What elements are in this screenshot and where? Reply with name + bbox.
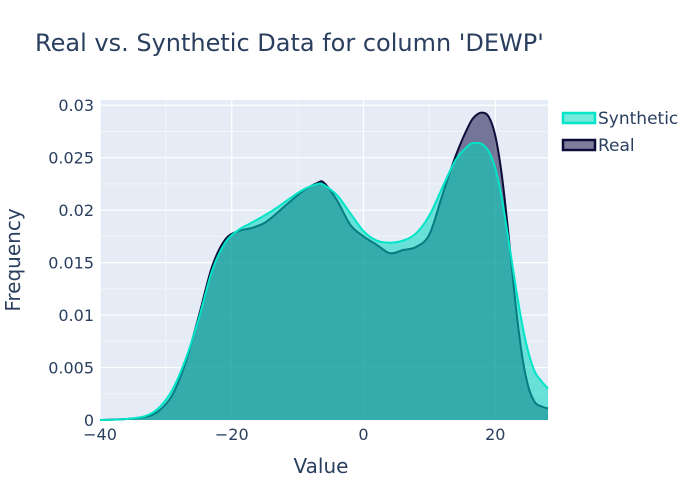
x-tick-label: −40 bbox=[83, 425, 117, 444]
synthetic-series-area bbox=[100, 142, 548, 420]
y-tick-label: 0.025 bbox=[48, 149, 94, 168]
y-tick-label: 0.015 bbox=[48, 254, 94, 273]
x-tick-label: −20 bbox=[215, 425, 249, 444]
legend-swatch-synthetic bbox=[561, 111, 597, 125]
legend-label-synthetic: Synthetic bbox=[598, 109, 678, 129]
y-tick-label: 0.03 bbox=[58, 96, 94, 115]
x-axis-title: Value bbox=[294, 454, 349, 478]
y-tick-label: 0.01 bbox=[58, 306, 94, 325]
x-tick-label: 0 bbox=[358, 425, 368, 444]
series-areas bbox=[99, 111, 549, 421]
axis-ticks: 0 0.005 0.01 0.015 0.02 0.025 0.03 −40 −20 0 20 bbox=[48, 96, 505, 444]
chart-title: Real vs. Synthetic Data for column 'DEWP… bbox=[35, 29, 544, 57]
legend-item-synthetic[interactable]: Synthetic bbox=[561, 109, 678, 129]
y-tick-label: 0.005 bbox=[48, 359, 94, 378]
synthetic-series-line bbox=[99, 141, 549, 421]
legend-item-real[interactable]: Real bbox=[561, 136, 635, 156]
legend-label-real: Real bbox=[598, 136, 635, 156]
y-tick-label: 0 bbox=[84, 411, 94, 430]
legend[interactable]: Synthetic Real bbox=[561, 109, 678, 156]
y-axis-title: Frequency bbox=[1, 208, 25, 311]
y-tick-label: 0.02 bbox=[58, 201, 94, 220]
x-tick-label: 20 bbox=[485, 425, 505, 444]
legend-swatch-real bbox=[561, 138, 597, 152]
